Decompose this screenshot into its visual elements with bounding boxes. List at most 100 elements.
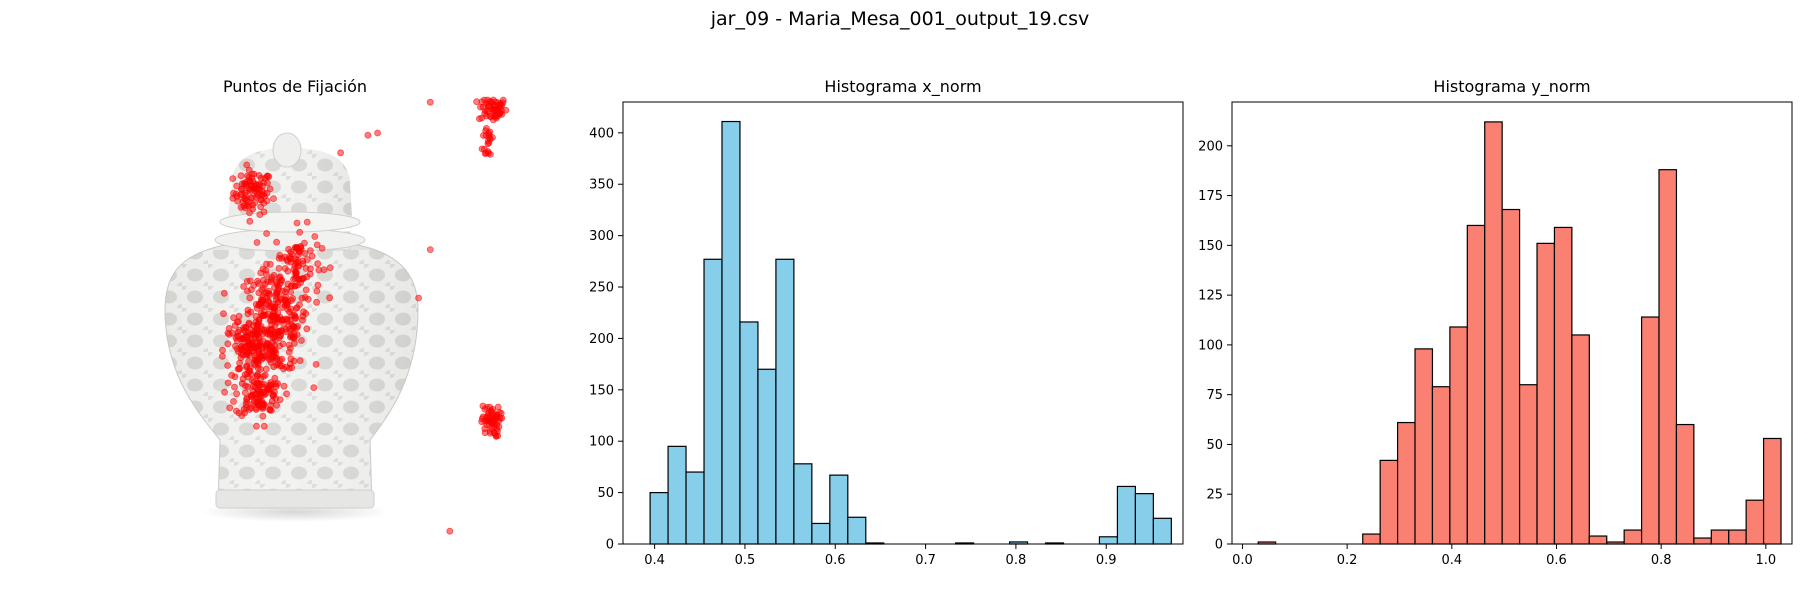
fixation-point (296, 228, 304, 236)
fixation-point (250, 360, 258, 368)
fixation-point (238, 190, 246, 198)
fixation-point (251, 383, 259, 391)
fixation-point (296, 301, 303, 309)
fixation-point (225, 330, 233, 338)
fixation-point (253, 422, 260, 430)
fixation-point (259, 276, 267, 284)
fixation-point (270, 195, 277, 203)
fixation-point (245, 202, 253, 210)
fixation-point (221, 388, 229, 396)
fixation-point (294, 281, 302, 289)
y-tick-label: 50 (597, 486, 614, 501)
fixation-point (303, 325, 311, 333)
fixation-point (487, 98, 495, 106)
fixation-point (253, 399, 261, 406)
fixation-point (374, 129, 382, 137)
y-tick-label: 250 (589, 281, 614, 296)
histogram-bar (793, 463, 813, 545)
histogram-bar (1449, 326, 1468, 545)
fixation-point (264, 297, 272, 304)
x-tick-label: 0.7 (915, 553, 936, 568)
fixation-point (281, 265, 289, 272)
histogram-bar (1623, 529, 1643, 545)
fixation-point (243, 398, 251, 406)
fixation-point (314, 281, 322, 289)
histogram-bar (1098, 536, 1119, 545)
fixation-point (233, 182, 241, 190)
fixation-point (297, 337, 305, 344)
y-tick-label: 25 (1206, 488, 1223, 503)
y-tick-label: 200 (1198, 139, 1223, 154)
histogram-bar (1640, 316, 1660, 545)
fixation-point (245, 343, 253, 351)
fixation-point (262, 365, 270, 373)
fixation-point (253, 239, 261, 246)
histogram-bar (1728, 529, 1747, 545)
fixation-point (218, 352, 226, 360)
fixation-point (269, 352, 276, 360)
fixation-point (326, 264, 334, 272)
fixation-point (241, 382, 249, 390)
fixation-point (306, 270, 314, 278)
fixation-point (234, 197, 242, 205)
fixation-point (240, 283, 248, 290)
fixation-point (314, 260, 322, 268)
fixation-point (287, 258, 295, 266)
fixation-point (479, 413, 487, 421)
y-tick-label: 150 (1198, 239, 1223, 254)
fixation-point (259, 284, 267, 291)
fixation-point (220, 289, 228, 297)
x-tick-label: 1.0 (1755, 553, 1776, 568)
fixation-point (220, 310, 227, 318)
fixation-point (478, 145, 486, 153)
fixation-point (232, 407, 240, 415)
histogram-bar (1745, 499, 1765, 545)
x-tick-label: 0.5 (735, 553, 756, 568)
histogram-bar (1414, 348, 1434, 545)
histogram-bar (1362, 533, 1381, 545)
fixation-point (231, 383, 238, 391)
histogram-bar (1571, 334, 1590, 545)
fixation-point (426, 98, 434, 106)
histogram-bar (1762, 437, 1782, 545)
fixation-point (256, 211, 264, 219)
histogram-bar (667, 445, 687, 545)
fixation-point (251, 180, 259, 188)
fixation-point (481, 150, 489, 158)
fixation-point (446, 527, 454, 535)
y-tick-label: 50 (1206, 438, 1223, 453)
histogram-bar (811, 522, 831, 545)
fixation-point (234, 365, 242, 373)
fixation-point (318, 244, 326, 252)
fixation-point (243, 161, 251, 169)
fixation-point (264, 172, 271, 180)
fixation-point (246, 217, 254, 225)
fixation-point (268, 273, 276, 281)
fixation-point (312, 360, 320, 368)
fixation-point (283, 316, 291, 323)
fixation-point (284, 280, 292, 288)
fixation-point (486, 429, 494, 437)
fixation-point (275, 327, 283, 335)
fixation-point (298, 294, 306, 302)
fixation-point (285, 245, 293, 253)
fixation-point (237, 172, 245, 180)
fixation-point (267, 385, 275, 393)
y-tick-label: 300 (589, 229, 614, 244)
fixation-point (259, 400, 267, 408)
fixation-point (273, 361, 281, 369)
fixation-point (274, 298, 282, 306)
histogram-bar (1693, 537, 1712, 545)
fixation-point (293, 219, 301, 227)
fixation-point (275, 316, 282, 324)
histogram-bar (1466, 224, 1486, 545)
fixation-point (285, 364, 293, 372)
fixation-point (300, 239, 308, 247)
fixation-point (278, 304, 286, 312)
histogram-bar (1152, 517, 1172, 545)
fixation-point (313, 241, 321, 249)
fixation-point (326, 294, 334, 302)
x-tick-label: 0.8 (1651, 553, 1672, 568)
fixation-point (308, 252, 316, 260)
fixation-point (287, 297, 295, 304)
